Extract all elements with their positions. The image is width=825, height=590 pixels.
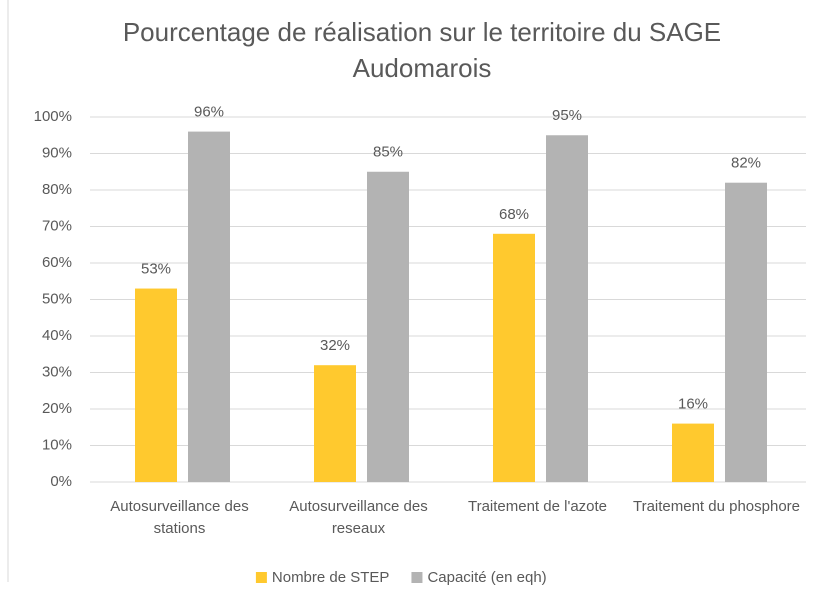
y-tick-label: 50% (42, 290, 72, 307)
x-tick-label: Traitement du phosphore (632, 498, 801, 515)
y-tick-label: 70% (42, 217, 72, 234)
bar (546, 135, 588, 482)
chart-title: Pourcentage de réalisation sur le territ… (122, 17, 722, 83)
data-label: 68% (499, 206, 529, 223)
data-label: 95% (552, 107, 582, 124)
y-tick-label: 0% (50, 473, 72, 490)
bar (725, 182, 767, 482)
y-tick-label: 10% (42, 436, 72, 453)
data-label: 85% (373, 144, 403, 161)
legend-label: Capacité (en eqh) (427, 569, 546, 586)
bar (367, 171, 409, 482)
legend-swatch (411, 572, 423, 583)
x-tick-label: Traitement de l'azote (467, 498, 608, 515)
bar (314, 365, 356, 482)
y-tick-label: 80% (42, 181, 72, 198)
y-tick-label: 20% (42, 400, 72, 417)
y-tick-label: 90% (42, 144, 72, 161)
data-label: 96% (194, 104, 224, 121)
data-label: 16% (678, 396, 708, 413)
bar (188, 131, 230, 482)
y-tick-label: 60% (42, 254, 72, 271)
bar (672, 423, 714, 482)
data-label: 53% (141, 261, 171, 278)
data-label: 82% (731, 155, 761, 172)
x-tick-label: Autosurveillance des reseaux (289, 498, 428, 537)
bar (135, 288, 177, 482)
data-label: 32% (320, 337, 350, 354)
y-tick-label: 30% (42, 363, 72, 380)
y-tick-label: 40% (42, 327, 72, 344)
legend-swatch (255, 572, 267, 583)
legend-label: Nombre de STEP (272, 569, 390, 586)
bar (493, 233, 535, 482)
x-tick-label: Autosurveillance des stations (110, 498, 249, 537)
y-tick-label: 100% (34, 108, 72, 125)
